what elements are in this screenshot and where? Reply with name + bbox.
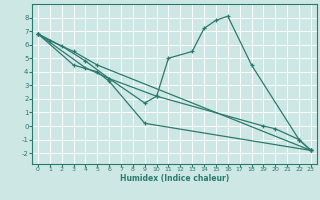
X-axis label: Humidex (Indice chaleur): Humidex (Indice chaleur)	[120, 174, 229, 183]
